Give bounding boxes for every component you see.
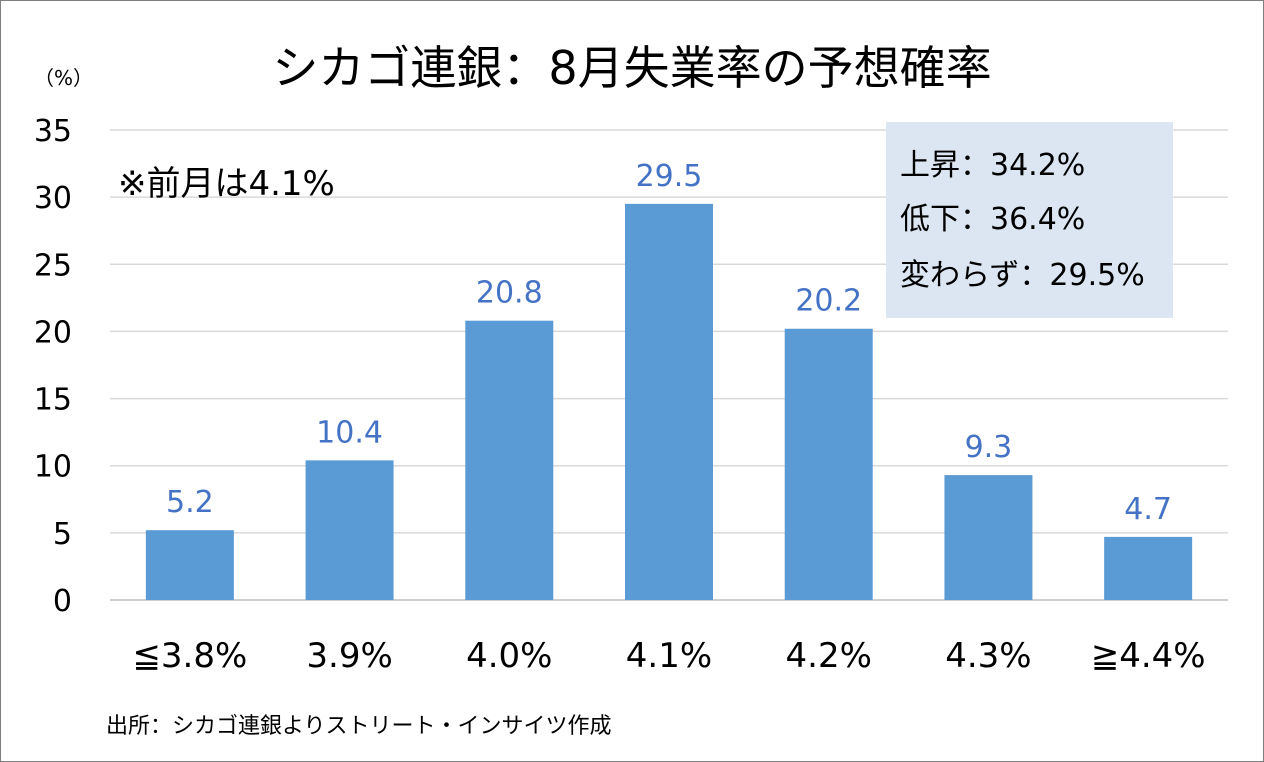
bar — [784, 328, 873, 600]
y-axis-unit: （%） — [34, 66, 94, 90]
y-tick-label: 20 — [34, 315, 72, 350]
chart-title: シカゴ連銀：8月失業率の予想確率 — [272, 41, 992, 95]
data-label: 5.2 — [166, 485, 214, 520]
x-tick-label: 4.0% — [466, 636, 552, 676]
summary-unchanged: 変わらず：29.5% — [900, 258, 1145, 293]
x-tick-label: 4.1% — [626, 636, 712, 676]
y-tick-label: 30 — [34, 181, 72, 216]
y-tick-label: 35 — [34, 114, 72, 149]
bar — [625, 203, 713, 600]
bar — [1104, 536, 1193, 600]
data-label: 4.7 — [1124, 492, 1172, 527]
y-tick-label: 0 — [53, 584, 72, 619]
x-tick-label: 4.2% — [786, 636, 872, 676]
data-label: 20.2 — [795, 284, 862, 319]
probability-summary-box: 上昇：34.2% 低下：36.4% 変わらず：29.5% — [886, 122, 1173, 318]
x-tick-label: 4.3% — [945, 636, 1031, 676]
y-tick-label: 5 — [53, 517, 72, 552]
bar — [944, 475, 1033, 600]
y-tick-label: 25 — [34, 248, 72, 283]
summary-fall: 低下：36.4% — [900, 202, 1086, 237]
previous-month-note: ※前月は4.1% — [118, 164, 335, 204]
bar — [145, 530, 234, 600]
source-note: 出所：シカゴ連銀よりストリート・インサイツ作成 — [106, 714, 612, 739]
x-tick-label: 3.9% — [306, 636, 392, 676]
summary-rise: 上昇：34.2% — [900, 148, 1086, 183]
data-label: 20.8 — [476, 276, 543, 311]
data-label: 29.5 — [636, 159, 703, 194]
bar — [465, 320, 554, 600]
x-tick-label: ≦3.8% — [132, 636, 247, 676]
y-tick-label: 15 — [34, 383, 72, 418]
bar — [305, 460, 394, 600]
data-label: 9.3 — [965, 430, 1013, 465]
data-label: 10.4 — [316, 415, 383, 450]
x-tick-label: ≧4.4% — [1091, 636, 1206, 676]
y-tick-label: 10 — [34, 450, 72, 485]
